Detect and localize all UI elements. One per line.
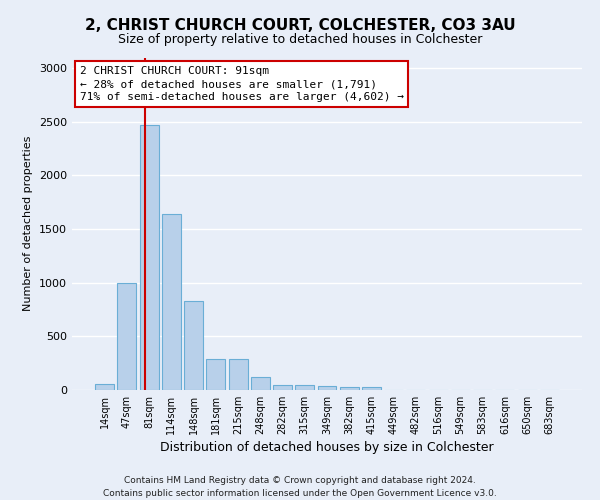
- Bar: [362, 387, 381, 390]
- Bar: [184, 301, 203, 390]
- X-axis label: Distribution of detached houses by size in Colchester: Distribution of detached houses by size …: [160, 441, 494, 454]
- Bar: [95, 384, 114, 390]
- Text: Contains HM Land Registry data © Crown copyright and database right 2024.
Contai: Contains HM Land Registry data © Crown c…: [103, 476, 497, 498]
- Bar: [317, 386, 337, 390]
- Bar: [206, 359, 225, 390]
- Bar: [229, 359, 248, 390]
- Bar: [251, 377, 270, 390]
- Bar: [273, 384, 292, 390]
- Bar: [340, 388, 359, 390]
- Text: Size of property relative to detached houses in Colchester: Size of property relative to detached ho…: [118, 32, 482, 46]
- Bar: [295, 385, 314, 390]
- Text: 2 CHRIST CHURCH COURT: 91sqm
← 28% of detached houses are smaller (1,791)
71% of: 2 CHRIST CHURCH COURT: 91sqm ← 28% of de…: [80, 66, 404, 102]
- Text: 2, CHRIST CHURCH COURT, COLCHESTER, CO3 3AU: 2, CHRIST CHURCH COURT, COLCHESTER, CO3 …: [85, 18, 515, 32]
- Y-axis label: Number of detached properties: Number of detached properties: [23, 136, 34, 312]
- Bar: [140, 125, 158, 390]
- Bar: [118, 282, 136, 390]
- Bar: [162, 214, 181, 390]
